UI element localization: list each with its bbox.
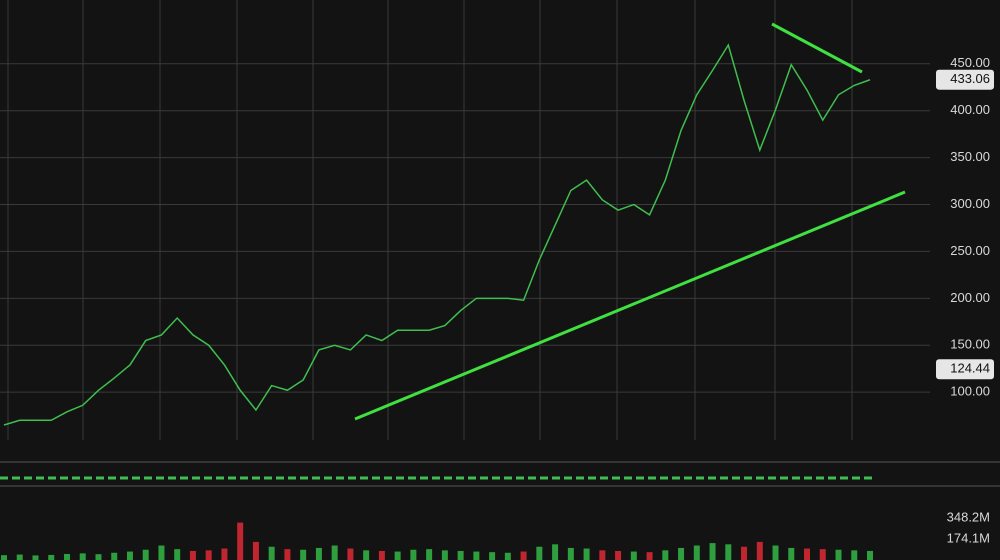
volume-bar <box>835 549 842 560</box>
volume-bar <box>457 550 464 560</box>
y-tick-label: 400.00 <box>950 102 990 117</box>
volume-bar <box>536 546 543 560</box>
volume-bar <box>378 550 385 560</box>
y-tick-label: 450.00 <box>950 55 990 70</box>
y-tick-label: 250.00 <box>950 243 990 258</box>
volume-bar <box>1 555 7 560</box>
volume-bar <box>567 547 574 560</box>
volume-bar <box>158 545 165 560</box>
y-tick-label: 150.00 <box>950 337 990 352</box>
volume-bar <box>725 544 732 560</box>
volume-bar <box>95 554 102 560</box>
volume-bar <box>646 552 653 560</box>
price-marker-box <box>936 359 994 380</box>
volume-bar <box>111 552 118 560</box>
volume-bar <box>520 551 527 560</box>
volume-bar <box>741 546 748 560</box>
volume-bar <box>300 549 307 560</box>
volume-tick-label: 348.2M <box>947 509 990 524</box>
price-marker-label: 124.44 <box>950 361 990 376</box>
volume-bar <box>268 546 275 560</box>
volume-bar <box>79 553 86 560</box>
volume-tick-label: 174.1M <box>947 530 990 545</box>
volume-bar <box>615 550 622 560</box>
volume-bar <box>662 550 669 560</box>
volume-bar <box>426 549 433 560</box>
volume-bar <box>347 548 354 560</box>
volume-bar <box>756 541 763 560</box>
y-tick-label: 300.00 <box>950 196 990 211</box>
volume-bar <box>851 550 858 560</box>
volume-bar <box>804 548 811 560</box>
volume-bar <box>63 553 70 560</box>
y-tick-label: 100.00 <box>950 384 990 399</box>
trend-line <box>354 190 906 421</box>
volume-bar <box>363 550 370 560</box>
volume-bar <box>867 550 873 560</box>
volume-bar <box>552 544 559 560</box>
volume-bar <box>174 549 181 560</box>
volume-bar <box>693 545 700 560</box>
volume-bar <box>583 548 590 560</box>
volume-bar <box>819 549 826 560</box>
volume-bar <box>630 551 637 560</box>
volume-bar <box>284 549 291 560</box>
volume-bar <box>32 555 39 560</box>
volume-bar <box>315 547 322 560</box>
volume-bar <box>473 551 480 560</box>
volume-bar <box>331 545 338 560</box>
volume-bar <box>788 547 795 560</box>
volume-bar <box>678 547 685 560</box>
volume-bar <box>126 551 133 560</box>
volume-bar <box>441 550 448 560</box>
volume-bar <box>489 552 496 560</box>
y-tick-label: 200.00 <box>950 290 990 305</box>
volume-bar <box>48 554 55 560</box>
volume-bar <box>394 551 401 560</box>
volume-bar <box>252 541 259 560</box>
plot: 100.00 150.00 200.00 250.00 300.00 350.00 400.… <box>0 43 994 560</box>
trend-line <box>771 22 863 74</box>
y-tick-label: 350.00 <box>950 149 990 164</box>
volume-bar <box>189 550 196 560</box>
volume-bar <box>142 549 149 560</box>
volume-bar <box>221 548 228 560</box>
volume-bar <box>16 554 23 560</box>
volume-bar <box>709 543 716 560</box>
volume-bar <box>237 522 244 560</box>
price-line <box>3 43 871 426</box>
price-marker-box <box>936 69 994 90</box>
volume-bar <box>599 550 606 560</box>
vertical-grid <box>7 0 853 440</box>
price-marker-label: 433.06 <box>950 71 990 86</box>
volume-bar <box>410 549 417 560</box>
volume-bar <box>504 552 511 560</box>
volume-bar <box>205 550 212 560</box>
volume-bar <box>772 545 779 560</box>
